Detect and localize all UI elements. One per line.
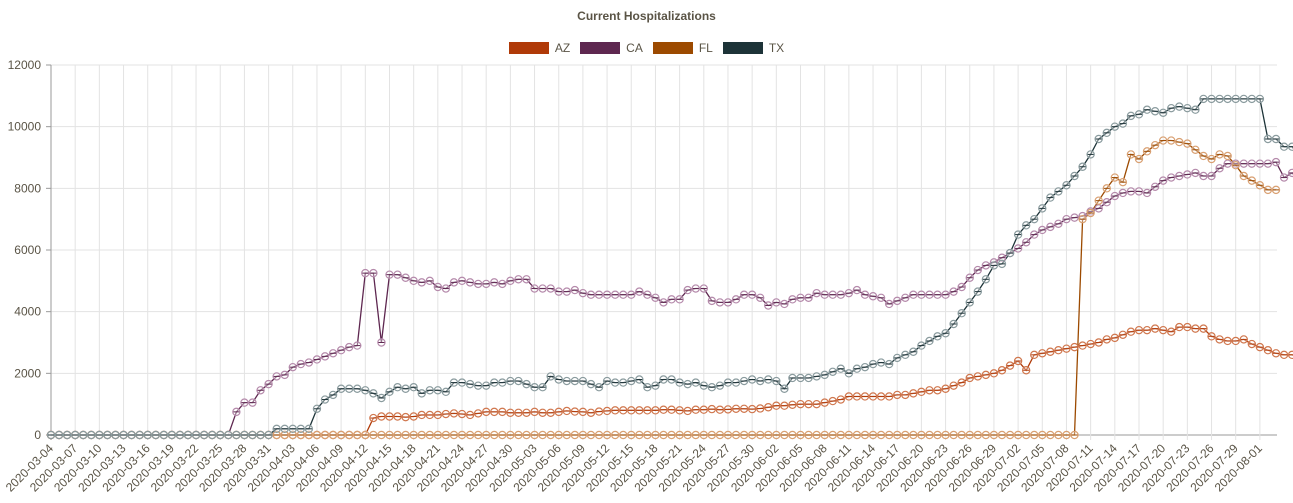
legend-item-ca[interactable]: CA	[580, 41, 643, 55]
y-tick-label: 8000	[14, 181, 41, 195]
y-tick-label: 0	[34, 428, 41, 442]
chart-title: Current Hospitalizations	[577, 9, 716, 23]
y-tick-label: 6000	[14, 243, 41, 257]
legend: AZ CA FL TX	[0, 41, 1293, 55]
series-line-fl	[51, 139, 1276, 436]
y-tick-label: 10000	[8, 120, 42, 134]
legend-label: AZ	[554, 41, 571, 55]
legend-swatch	[508, 42, 549, 54]
legend-item-az[interactable]: AZ	[508, 41, 571, 55]
y-tick-label: 2000	[14, 366, 41, 380]
legend-swatch	[652, 42, 693, 54]
y-tick-label: 12000	[8, 58, 42, 72]
legend-label: FL	[698, 41, 713, 55]
y-tick-label: 4000	[14, 305, 41, 319]
legend-swatch	[580, 42, 621, 54]
legend-item-fl[interactable]: FL	[652, 41, 713, 55]
legend-item-tx[interactable]: TX	[722, 41, 785, 55]
legend-label: TX	[768, 41, 785, 55]
legend-label: CA	[626, 41, 643, 55]
series-line-tx	[51, 98, 1293, 436]
legend-swatch	[722, 42, 763, 54]
